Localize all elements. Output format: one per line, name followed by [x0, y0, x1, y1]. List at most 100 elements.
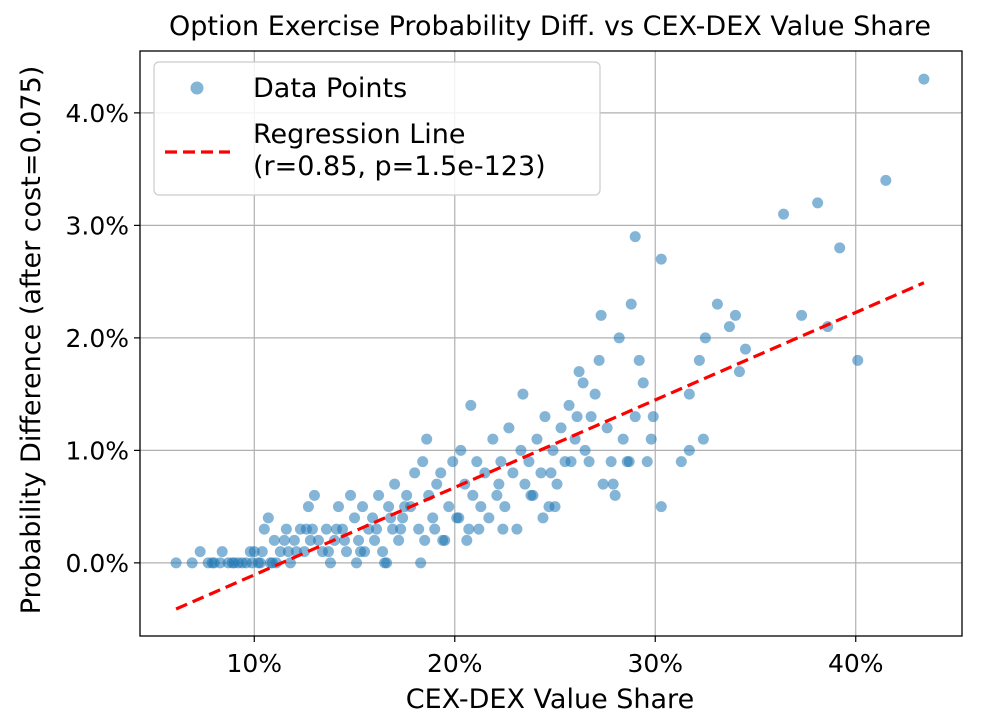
data-point — [491, 489, 503, 501]
data-point — [282, 546, 294, 558]
data-point — [605, 456, 617, 468]
data-point — [609, 489, 621, 501]
data-point — [683, 388, 695, 400]
chart-title: Option Exercise Probability Diff. vs CEX… — [169, 11, 931, 42]
data-point — [511, 523, 523, 535]
data-point — [551, 478, 563, 490]
data-point — [268, 534, 280, 546]
data-point — [264, 557, 276, 569]
y-tick-label: 1.0% — [65, 436, 129, 465]
data-point — [525, 489, 537, 501]
data-point — [397, 512, 409, 524]
data-point — [304, 534, 316, 546]
data-point — [284, 557, 296, 569]
y-tick-label: 3.0% — [65, 211, 129, 240]
data-point — [256, 546, 268, 558]
legend-marker-data-points — [190, 81, 204, 95]
legend-box — [153, 61, 601, 196]
data-point — [563, 399, 575, 411]
y-axis-ticks: 0.0% 1.0% 2.0% 3.0% 4.0% — [65, 99, 140, 578]
data-point — [497, 523, 509, 535]
data-point — [697, 433, 709, 445]
data-point — [300, 523, 312, 535]
data-point — [214, 557, 226, 569]
data-point — [373, 489, 385, 501]
data-point — [723, 321, 735, 333]
data-point — [447, 456, 459, 468]
data-point — [463, 523, 475, 535]
data-point — [565, 456, 577, 468]
data-point — [655, 501, 667, 513]
data-point — [312, 534, 324, 546]
data-point — [523, 456, 535, 468]
data-point — [547, 444, 559, 456]
plot-frame — [139, 50, 963, 637]
data-point — [387, 523, 399, 535]
data-point — [383, 501, 395, 513]
data-point — [503, 422, 515, 434]
data-point — [435, 467, 447, 479]
data-point — [852, 354, 864, 366]
data-point — [419, 534, 431, 546]
data-point — [429, 523, 441, 535]
data-point — [918, 73, 930, 85]
data-point — [545, 467, 557, 479]
data-point — [302, 501, 314, 513]
data-point — [437, 534, 449, 546]
data-point — [258, 523, 270, 535]
data-point — [170, 557, 182, 569]
data-point — [465, 399, 477, 411]
data-point — [583, 456, 595, 468]
data-point — [623, 456, 635, 468]
data-point — [288, 534, 300, 546]
data-point — [401, 489, 413, 501]
data-point — [589, 388, 601, 400]
data-point — [495, 456, 507, 468]
data-point — [330, 523, 342, 535]
data-point — [796, 309, 808, 321]
data-point — [475, 501, 487, 513]
data-point — [471, 456, 483, 468]
data-point — [613, 332, 625, 344]
data-point — [248, 546, 260, 558]
data-point — [226, 557, 238, 569]
data-point — [711, 298, 723, 310]
data-point — [595, 309, 607, 321]
data-point — [216, 546, 228, 558]
x-axis-ticks: 10% 20% 30% 40% — [226, 636, 884, 678]
data-point — [371, 523, 383, 535]
data-point — [778, 208, 790, 220]
legend-label-regression-line: Regression Line (r=0.85, p=1.5e-123) — [253, 119, 546, 182]
data-point — [517, 388, 529, 400]
x-tick-label: 20% — [427, 649, 483, 678]
data-point — [487, 433, 499, 445]
data-point — [577, 377, 589, 389]
data-points — [170, 73, 930, 569]
data-point — [683, 444, 695, 456]
y-tick-label: 0.0% — [65, 549, 129, 578]
data-point — [579, 444, 591, 456]
data-point — [320, 523, 332, 535]
data-point — [537, 512, 549, 524]
data-point — [453, 512, 465, 524]
data-point — [617, 433, 629, 445]
x-tick-label: 40% — [828, 649, 884, 678]
data-point — [549, 501, 561, 513]
y-tick-label: 2.0% — [65, 324, 129, 353]
data-point — [377, 546, 389, 558]
data-point — [393, 534, 405, 546]
data-point — [637, 377, 649, 389]
data-point — [535, 467, 547, 479]
data-point — [461, 534, 473, 546]
data-point — [443, 501, 455, 513]
data-point — [415, 557, 427, 569]
y-axis-label: Probability Difference (after cost=0.075… — [16, 66, 47, 615]
data-point — [834, 242, 846, 254]
data-point — [812, 197, 824, 209]
data-point — [585, 411, 597, 423]
data-point — [601, 422, 613, 434]
data-point — [733, 366, 745, 378]
data-point — [507, 467, 519, 479]
data-point — [729, 309, 741, 321]
data-point — [625, 298, 637, 310]
